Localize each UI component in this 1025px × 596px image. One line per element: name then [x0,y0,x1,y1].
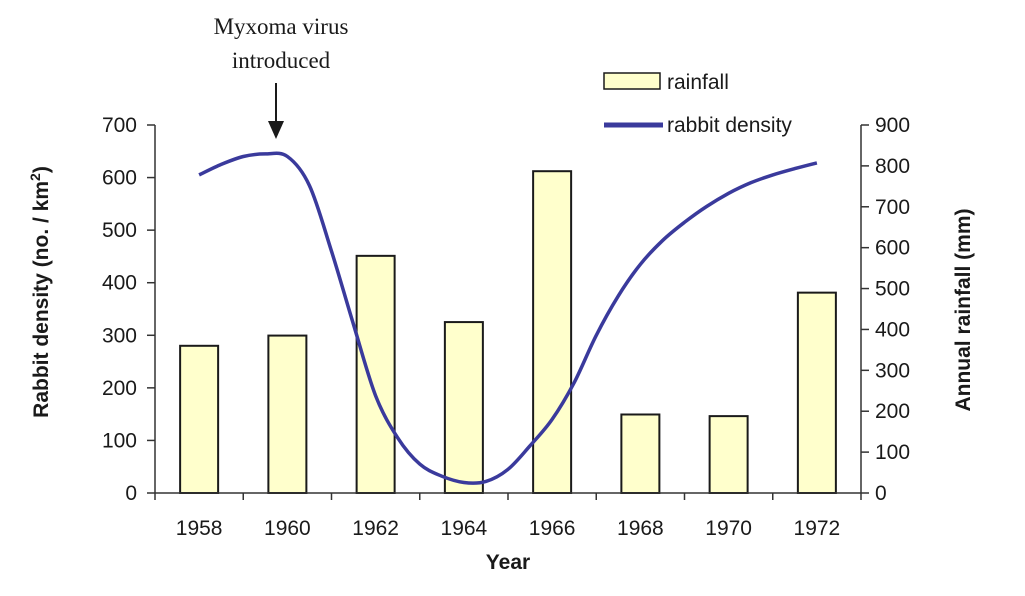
x-tick-label: 1972 [794,517,841,540]
legend-label-rainfall: rainfall [667,71,729,94]
y-right-tick-label: 0 [875,482,887,505]
legend-label-rabbit-density: rabbit density [667,114,792,137]
y-right-tick-label: 600 [875,237,910,260]
bar-rainfall-1964 [443,321,484,494]
bar-rainfall-1962 [355,254,396,494]
y-right-tick-label: 200 [875,400,910,423]
y-axis-left-title-main: Rabbit density (no. / km [30,181,53,418]
x-tick-label: 1968 [617,517,664,540]
y-left-tick-label: 200 [102,377,137,400]
y-axis-left-title: Rabbit density (no. / km2) [27,166,53,418]
x-tick-label: 1962 [352,517,399,540]
annotation-arrow-head [268,121,284,139]
legend: rainfall rabbit density [603,71,792,137]
bar-rainfall-1968 [620,413,661,495]
y-left-tick-label: 0 [125,482,137,505]
x-tick-label: 1964 [441,517,488,540]
bar-rainfall-1970 [708,415,749,494]
annotation: Myxoma virus introduced [214,14,349,139]
y-left-tick-label: 700 [102,114,137,137]
legend-swatch-rainfall [603,72,661,90]
y-left-tick-label: 300 [102,324,137,347]
y-right-tick-label: 700 [875,196,910,219]
line-rabbit-density [198,151,818,485]
y-left-tick-label: 100 [102,429,137,452]
y-right-tick-label: 100 [875,441,910,464]
x-axis-title: Year [486,551,530,574]
annotation-line-2: introduced [232,48,331,73]
y-left-tick-label: 400 [102,272,137,295]
bar-rainfall-1966 [532,170,573,494]
bar-rainfall-1958 [179,344,220,494]
y-axis-left-title-superscript: 2 [27,173,43,181]
annotation-line-1: Myxoma virus [214,14,349,39]
bars-layer [179,170,837,495]
y-left-tick-label: 500 [102,219,137,242]
y-right-tick-label: 500 [875,278,910,301]
y-left-tick-label: 600 [102,167,137,190]
y-right-tick-label: 300 [875,359,910,382]
y-right-tick-label: 900 [875,114,910,137]
line-layer [198,151,818,485]
x-tick-label: 1970 [705,517,752,540]
bar-rainfall-1960 [267,334,308,495]
x-tick-label: 1960 [264,517,311,540]
bar-rainfall-1972 [796,291,837,494]
y-right-tick-label: 400 [875,318,910,341]
y-right-tick-label: 800 [875,155,910,178]
x-tick-label: 1958 [176,517,223,540]
y-axis-right-title: Annual rainfall (mm) [952,208,975,411]
x-tick-label: 1966 [529,517,576,540]
y-axis-left-title-suffix: ) [30,166,53,173]
ticks-layer: 0 100 200 300 400 500 600 700 0 100 200 300 400 500 60… [102,114,910,540]
